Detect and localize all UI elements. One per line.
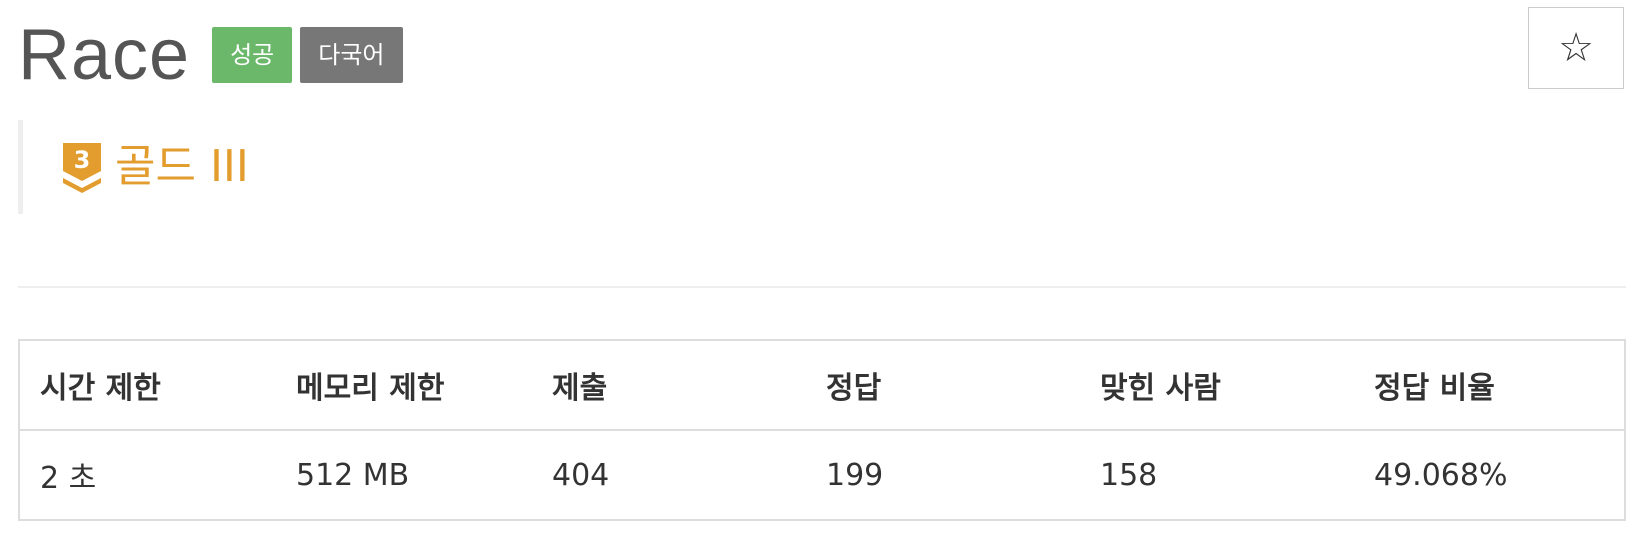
header-solvers: 맞힌 사람 xyxy=(1080,340,1354,431)
problem-title: Race xyxy=(18,15,191,95)
multilang-badge: 다국어 xyxy=(300,27,403,83)
header-time-limit: 시간 제한 xyxy=(19,340,276,431)
value-memory-limit: 512 MB xyxy=(296,457,410,493)
value-solvers: 158 xyxy=(1100,457,1158,493)
header-accepted: 정답 xyxy=(806,340,1080,431)
gold-tier-icon: 3 xyxy=(63,143,101,193)
header-submissions: 제출 xyxy=(532,340,806,431)
success-badge: 성공 xyxy=(212,27,293,83)
value-accepted: 199 xyxy=(826,457,884,493)
problem-stats-table: 시간 제한 메모리 제한 제출 정답 맞힌 사람 정답 비율 2 초 512 M… xyxy=(18,339,1626,521)
tier-label: 골드 III xyxy=(115,141,249,192)
value-submissions: 404 xyxy=(552,457,610,493)
stats-value-row: 2 초 512 MB 404 199 158 49.068% xyxy=(19,430,1625,520)
star-icon: ☆ xyxy=(1558,25,1594,71)
tier-number: 3 xyxy=(74,146,91,174)
section-divider xyxy=(18,286,1626,288)
title-row: Race 성공 다국어 xyxy=(18,10,403,100)
header-accept-ratio: 정답 비율 xyxy=(1354,340,1625,431)
tier-block: 3 골드 III xyxy=(18,120,618,214)
favorite-star-button[interactable]: ☆ xyxy=(1528,7,1624,89)
stats-header-row: 시간 제한 메모리 제한 제출 정답 맞힌 사람 정답 비율 xyxy=(19,340,1625,431)
header-memory-limit: 메모리 제한 xyxy=(276,340,532,431)
value-time-limit: 2 초 xyxy=(40,461,97,496)
value-accept-ratio: 49.068% xyxy=(1374,457,1508,493)
